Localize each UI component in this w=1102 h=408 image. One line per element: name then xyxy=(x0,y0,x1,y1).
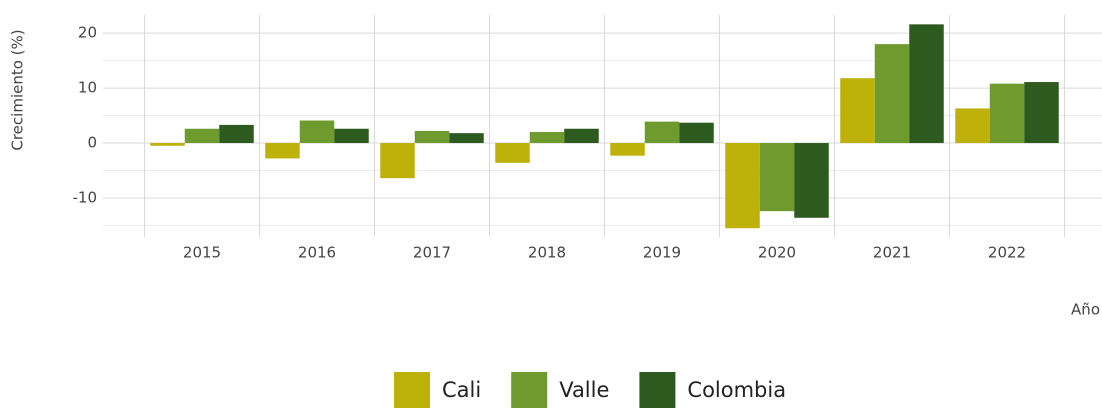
bar xyxy=(299,120,335,144)
bar xyxy=(794,143,829,218)
bar xyxy=(529,132,565,144)
x-axis-title: Año xyxy=(1071,301,1100,319)
y-tick-label: 0 xyxy=(87,134,97,152)
bar xyxy=(725,143,760,229)
bar xyxy=(909,24,944,144)
bar xyxy=(679,122,714,144)
bar xyxy=(989,83,1025,144)
legend-label: Colombia xyxy=(687,378,786,402)
x-tick-label: 2020 xyxy=(758,244,796,262)
legend-label: Cali xyxy=(442,378,481,402)
y-tick-label: 10 xyxy=(78,79,97,97)
bar xyxy=(184,128,220,144)
bar xyxy=(840,78,875,144)
bar xyxy=(644,121,680,144)
bar xyxy=(564,128,599,144)
x-tick-label: 2017 xyxy=(413,244,451,262)
x-tick-label: 2015 xyxy=(183,244,221,262)
bar xyxy=(610,143,645,156)
x-tick-label: 2021 xyxy=(873,244,911,262)
bar xyxy=(380,143,415,179)
bar xyxy=(955,108,990,144)
legend-swatch xyxy=(639,372,676,408)
bar xyxy=(414,130,450,144)
y-tick-label: 20 xyxy=(78,24,97,42)
y-tick-label: -10 xyxy=(73,188,98,206)
x-tick-label: 2018 xyxy=(528,244,566,262)
bar xyxy=(874,44,910,144)
bar xyxy=(495,143,530,163)
bar xyxy=(265,143,300,159)
bar xyxy=(334,128,369,144)
x-tick-label: 2016 xyxy=(298,244,336,262)
y-axis-title: Crecimiento (%) xyxy=(9,29,27,150)
legend-label: Valle xyxy=(559,378,609,402)
bar xyxy=(1024,82,1059,144)
x-tick-label: 2022 xyxy=(988,244,1026,262)
legend-swatch xyxy=(394,372,430,408)
bar xyxy=(219,124,254,144)
x-tick-label: 2019 xyxy=(643,244,681,262)
bar xyxy=(150,143,185,146)
bar xyxy=(759,143,795,212)
bar xyxy=(449,133,484,144)
legend-swatch xyxy=(511,372,548,408)
